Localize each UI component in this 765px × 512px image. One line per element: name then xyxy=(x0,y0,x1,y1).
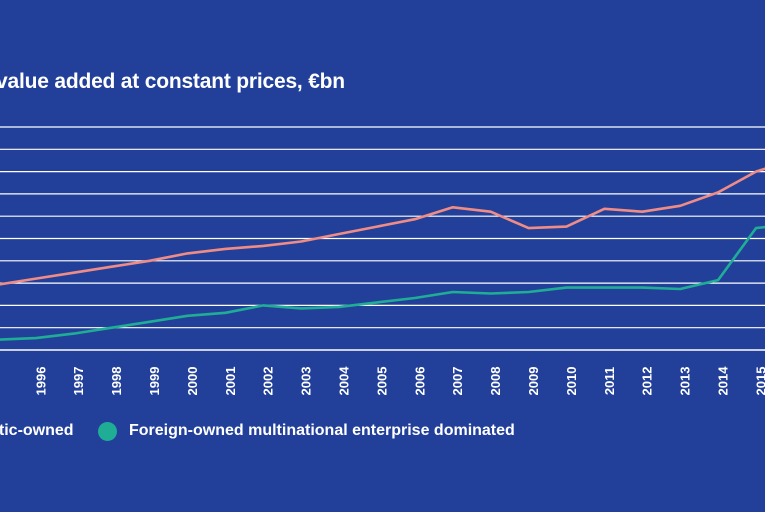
x-tick-label: 1999 xyxy=(147,367,162,396)
x-tick-label: 2011 xyxy=(602,367,617,395)
x-tick-label: 2003 xyxy=(299,367,314,396)
series-line-foreign xyxy=(0,225,765,341)
x-tick-label: 2015 xyxy=(753,367,765,396)
x-tick-label: 2000 xyxy=(185,367,200,396)
x-tick-label: 2009 xyxy=(526,367,541,396)
legend-item-domestic: stic-owned xyxy=(0,420,74,442)
x-tick-label: 1997 xyxy=(71,367,86,396)
x-tick-label: 2008 xyxy=(488,367,503,396)
x-tick-label: 2013 xyxy=(678,367,693,396)
legend-label-domestic: stic-owned xyxy=(0,422,74,439)
legend-item-foreign: Foreign-owned multinational enterprise d… xyxy=(98,420,515,442)
legend-swatch-foreign xyxy=(98,421,117,441)
x-tick-label: 1998 xyxy=(109,367,124,396)
x-tick-label: 2007 xyxy=(450,367,465,396)
x-tick-label: 2012 xyxy=(640,367,655,396)
x-tick-label: 2002 xyxy=(261,367,276,396)
legend-label-foreign: Foreign-owned multinational enterprise d… xyxy=(129,422,515,439)
x-tick-label: 2004 xyxy=(337,366,352,396)
x-tick-label: 2006 xyxy=(412,367,427,396)
x-tick-label: 2010 xyxy=(564,367,579,396)
x-tick-label: 2001 xyxy=(223,367,238,396)
x-tick-label: 1996 xyxy=(33,367,48,396)
x-tick-label: 2005 xyxy=(374,367,389,396)
series-line-domestic xyxy=(0,167,765,286)
x-tick-label: 2014 xyxy=(716,366,731,396)
chart-title: value added at constant prices, €bn xyxy=(0,70,345,93)
